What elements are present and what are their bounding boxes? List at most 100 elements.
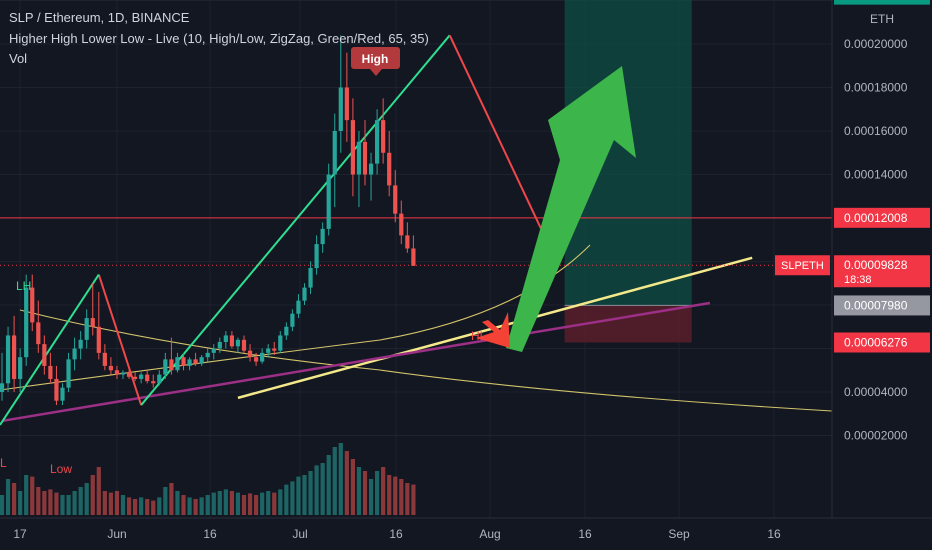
candle-body xyxy=(145,374,150,382)
time-tick-label: 17 xyxy=(13,527,27,541)
candle-body xyxy=(193,359,198,364)
volume-bar xyxy=(235,492,241,515)
candle-body xyxy=(36,322,41,345)
price-axis[interactable]: 0.000020000.000040000.000060000.00008000… xyxy=(775,0,930,518)
candle-body xyxy=(247,350,253,358)
volume-bar xyxy=(223,489,228,515)
candle-body xyxy=(175,357,180,371)
candle-body xyxy=(199,357,204,364)
volume-bar xyxy=(157,497,162,515)
candle-body xyxy=(187,359,192,366)
candle-body xyxy=(120,372,126,375)
volume-bar xyxy=(211,492,216,515)
time-tick-label: Aug xyxy=(479,527,500,541)
volume-bar xyxy=(145,499,150,515)
volume-bar xyxy=(205,495,210,515)
volume-bar xyxy=(356,467,362,515)
volume-bar xyxy=(411,484,416,515)
volume-bar xyxy=(90,475,95,515)
purple-support-line xyxy=(1,301,711,423)
volume-bar xyxy=(314,465,319,515)
axis-unit-label: ETH xyxy=(870,12,894,26)
zigzag-label-lh: LH xyxy=(16,279,31,293)
volume-bar xyxy=(18,491,23,515)
candle-body xyxy=(344,87,349,121)
arrow-drawings[interactable] xyxy=(476,66,636,352)
candle-body xyxy=(139,374,144,379)
last-price-tag xyxy=(834,255,930,288)
candle-body xyxy=(314,244,319,269)
volume-bar xyxy=(302,475,307,515)
candle-body xyxy=(12,335,17,379)
high-label-box xyxy=(351,47,400,69)
trend-lines[interactable] xyxy=(0,34,832,426)
horizontal-line-price-tag xyxy=(834,207,930,228)
volume-bar xyxy=(254,495,259,515)
candle-body xyxy=(368,163,374,175)
stop-loss-price-tag xyxy=(834,332,930,353)
volume-bar xyxy=(405,483,410,515)
volume-bar xyxy=(338,443,343,515)
volume-bar xyxy=(72,491,77,515)
candle-body xyxy=(302,287,307,301)
zigzag-label-hl: HL xyxy=(471,329,487,343)
volume-bar xyxy=(30,476,35,515)
volume-bar xyxy=(114,491,120,515)
stop-loss-price-text: 0.00006276 xyxy=(844,335,908,349)
candle-body xyxy=(181,357,186,366)
candle-body xyxy=(48,365,53,379)
time-tick-label: Sep xyxy=(668,527,690,541)
zigzag-up-segment xyxy=(0,274,100,426)
candle-body xyxy=(30,287,35,323)
volume-bar xyxy=(217,491,222,515)
volume-bar xyxy=(169,483,174,515)
volume-bar xyxy=(78,487,83,515)
candle-body xyxy=(205,352,210,358)
candle-body xyxy=(296,300,301,314)
volume-bar xyxy=(60,495,65,515)
entry-price-text: 0.00007980 xyxy=(844,298,908,312)
candle-body xyxy=(411,248,416,266)
volume-bar xyxy=(272,492,277,515)
red-down-arrow xyxy=(476,312,510,348)
volume-bar xyxy=(375,471,380,515)
volume-bar xyxy=(193,499,198,515)
time-tick-label: 16 xyxy=(203,527,217,541)
volume-bar xyxy=(368,479,374,515)
candle-body xyxy=(96,326,101,353)
volume-bar xyxy=(266,491,271,515)
price-tick-label: 0.00004000 xyxy=(844,385,908,399)
candle-body xyxy=(362,141,368,175)
candle-body xyxy=(54,378,59,401)
candle-body xyxy=(235,339,241,347)
volume-bar xyxy=(175,491,180,515)
volume-bar xyxy=(48,489,53,515)
entry-price-tag xyxy=(834,295,930,316)
candle-body xyxy=(84,318,89,340)
volume-bar xyxy=(362,471,368,515)
candle-body xyxy=(405,235,410,249)
take-profit-price-text: 0.00022270 xyxy=(844,0,908,2)
candle-body xyxy=(217,341,222,349)
volume-bar xyxy=(326,455,331,515)
zigzag-down-segment xyxy=(448,34,560,267)
candle-body xyxy=(151,381,156,384)
time-axis[interactable]: 17 Jun 16 Jul 16 Aug 16 Sep 16 xyxy=(0,517,932,541)
volume-bar xyxy=(0,495,5,515)
candle-body xyxy=(114,370,120,375)
high-label-pointer xyxy=(370,69,382,76)
descending-arc xyxy=(19,309,833,412)
volume-bar xyxy=(181,495,186,515)
candle-body xyxy=(278,335,283,351)
volume-bar xyxy=(320,463,325,515)
ascending-arc xyxy=(0,244,591,391)
volume-bar xyxy=(284,484,289,515)
volume-bar xyxy=(84,483,89,515)
volume-bar xyxy=(350,459,355,515)
volume-bar xyxy=(344,451,349,515)
volume-bar xyxy=(387,475,392,515)
volume-bar xyxy=(12,483,17,515)
volume-bar xyxy=(241,495,247,515)
volume-bar xyxy=(24,475,29,515)
